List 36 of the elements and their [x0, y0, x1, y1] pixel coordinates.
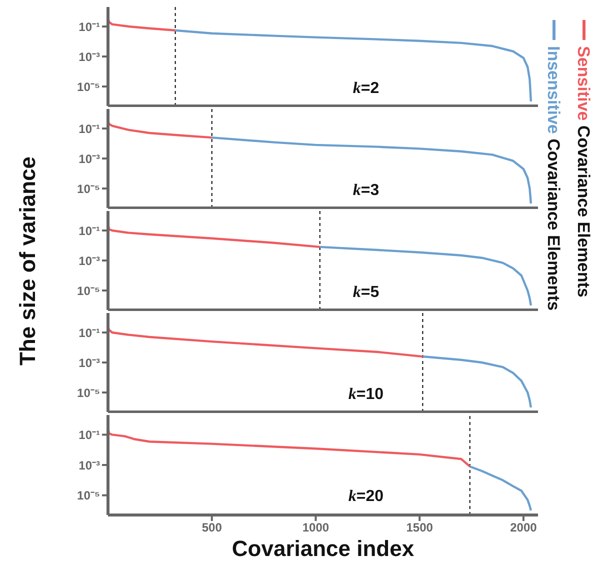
- legend-label: Sensitive Covariance Elements: [574, 46, 593, 298]
- line-series: [174, 29, 532, 103]
- annotation: k=3: [352, 182, 380, 199]
- line-series: [108, 326, 424, 358]
- x-tick-label: 500: [202, 520, 222, 535]
- line-series: [422, 355, 532, 409]
- y-tick-label: 10⁻¹: [78, 224, 100, 238]
- line-series: [108, 17, 176, 32]
- y-tick-label: 10⁻⁵: [77, 284, 100, 298]
- line-series: [468, 465, 532, 512]
- x-axis-title: Covariance index: [230, 536, 416, 562]
- y-tick-label: 10⁻¹: [78, 20, 100, 34]
- y-tick-label: 10⁻³: [78, 152, 100, 166]
- x-tick-label: 1000: [302, 520, 330, 535]
- line-series: [108, 120, 213, 139]
- annotation: k=2: [352, 80, 380, 97]
- y-tick-label: 10⁻¹: [78, 326, 100, 340]
- y-axis-title: The size of variance: [15, 155, 41, 368]
- annotation: k=10: [348, 386, 384, 403]
- legend-label: Insensitive Covariance Elements: [544, 46, 563, 311]
- x-tick-label: 2000: [510, 520, 538, 535]
- y-tick-label: 10⁻³: [78, 458, 100, 472]
- y-tick-label: 10⁻⁵: [77, 488, 100, 503]
- y-tick-label: 10⁻⁵: [77, 386, 100, 400]
- annotation: k=20: [348, 488, 384, 505]
- y-tick-label: 10⁻³: [78, 356, 100, 370]
- line-series: [210, 136, 532, 205]
- y-tick-label: 10⁻³: [78, 254, 100, 268]
- y-tick-label: 10⁻⁵: [77, 182, 100, 196]
- x-tick-label: 1500: [406, 520, 434, 535]
- y-tick-label: 10⁻³: [78, 50, 100, 64]
- y-tick-label: 10⁻⁵: [77, 80, 100, 94]
- y-tick-label: 10⁻¹: [78, 122, 100, 136]
- y-tick-label: 10⁻¹: [78, 428, 100, 442]
- line-series: [318, 246, 532, 307]
- annotation: k=5: [352, 284, 380, 301]
